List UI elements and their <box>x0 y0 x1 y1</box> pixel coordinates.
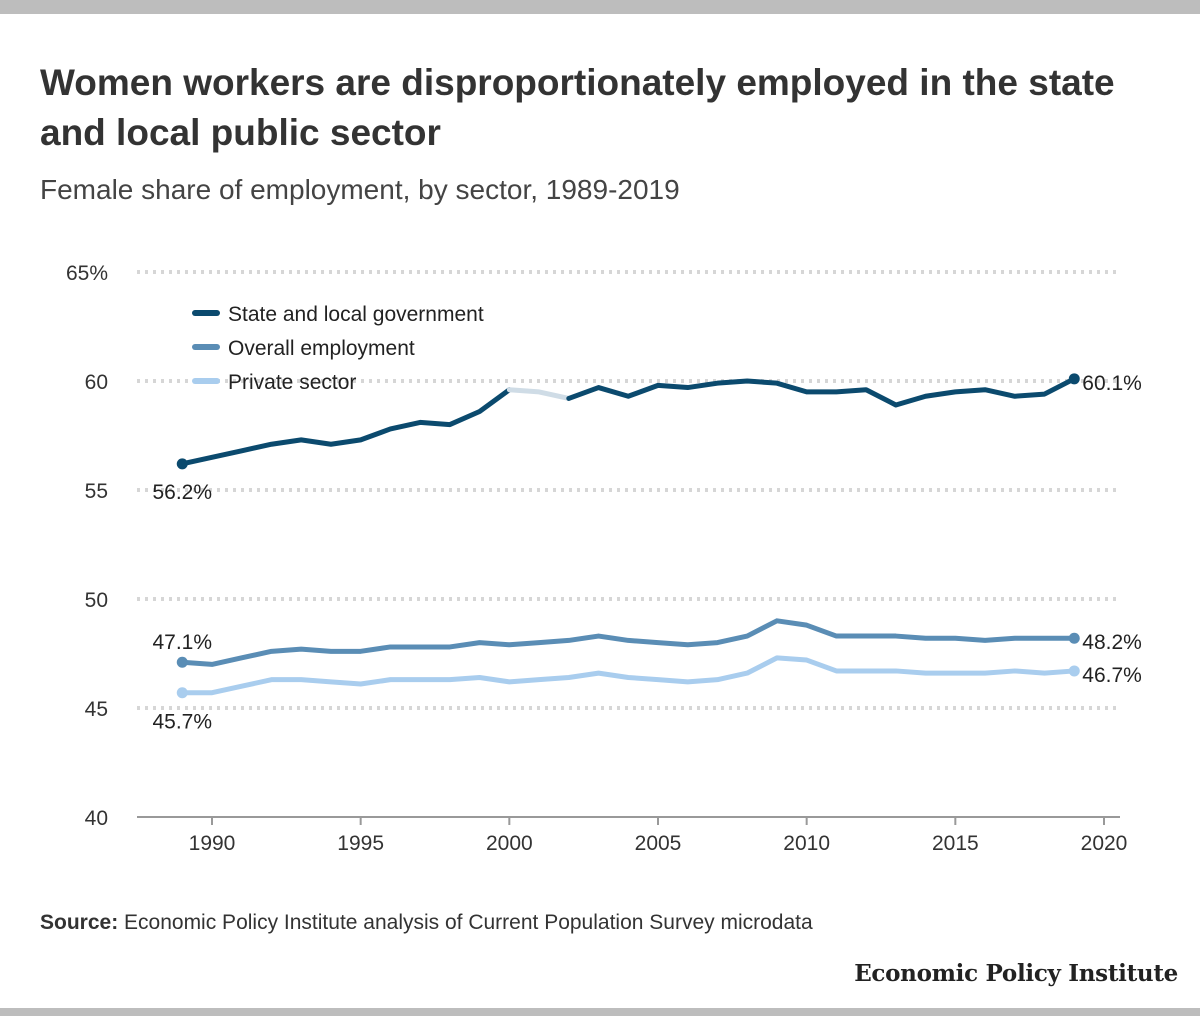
point-marker-start <box>176 458 188 470</box>
y-tick-label: 50 <box>85 589 108 612</box>
y-tick-label: 45 <box>85 698 108 721</box>
source-label: Source: <box>40 911 119 934</box>
y-tick-label: 40 <box>85 807 108 830</box>
legend-label: State and local government <box>228 303 484 326</box>
legend-label: Private sector <box>228 371 356 394</box>
series-line-state_local-light <box>506 387 572 401</box>
chart-title: Women workers are disproportionately emp… <box>40 62 1115 153</box>
chart-subtitle: Female share of employment, by sector, 1… <box>40 174 680 205</box>
data-label-end: 46.7% <box>1082 664 1142 687</box>
x-tick-label: 2000 <box>486 832 533 855</box>
point-marker-end <box>1068 373 1080 385</box>
x-tick-label: 2005 <box>635 832 682 855</box>
top-border <box>0 0 1200 14</box>
series-line-state_local <box>566 376 1077 408</box>
data-label-start: 45.7% <box>152 711 212 734</box>
point-marker-start <box>176 687 188 699</box>
x-tick-label: 1990 <box>189 832 236 855</box>
y-tick-label: 60 <box>85 371 108 394</box>
bottom-border <box>0 1008 1200 1016</box>
data-label-end: 48.2% <box>1082 631 1142 654</box>
point-marker-end <box>1068 665 1080 677</box>
source-text: Economic Policy Institute analysis of Cu… <box>118 911 813 934</box>
x-tick-label: 1995 <box>337 832 384 855</box>
x-tick-label: 2020 <box>1081 832 1128 855</box>
source-note: Source: Economic Policy Institute analys… <box>40 911 813 935</box>
brand-logo: Economic Policy Institute <box>854 960 1178 987</box>
x-tick-label: 2015 <box>932 832 979 855</box>
y-tick-label: 55 <box>85 480 108 503</box>
x-tick-label: 2010 <box>783 832 830 855</box>
data-label-end: 60.1% <box>1082 372 1142 395</box>
point-marker-start <box>176 656 188 668</box>
y-tick-label: 65% <box>66 262 108 285</box>
data-label-start: 47.1% <box>152 631 212 654</box>
series-line-overall <box>179 618 1077 667</box>
series-line-state_local <box>179 387 512 467</box>
point-marker-end <box>1068 632 1080 644</box>
data-label-start: 56.2% <box>152 481 212 504</box>
series-line-private <box>179 655 1077 696</box>
legend-label: Overall employment <box>228 337 415 360</box>
